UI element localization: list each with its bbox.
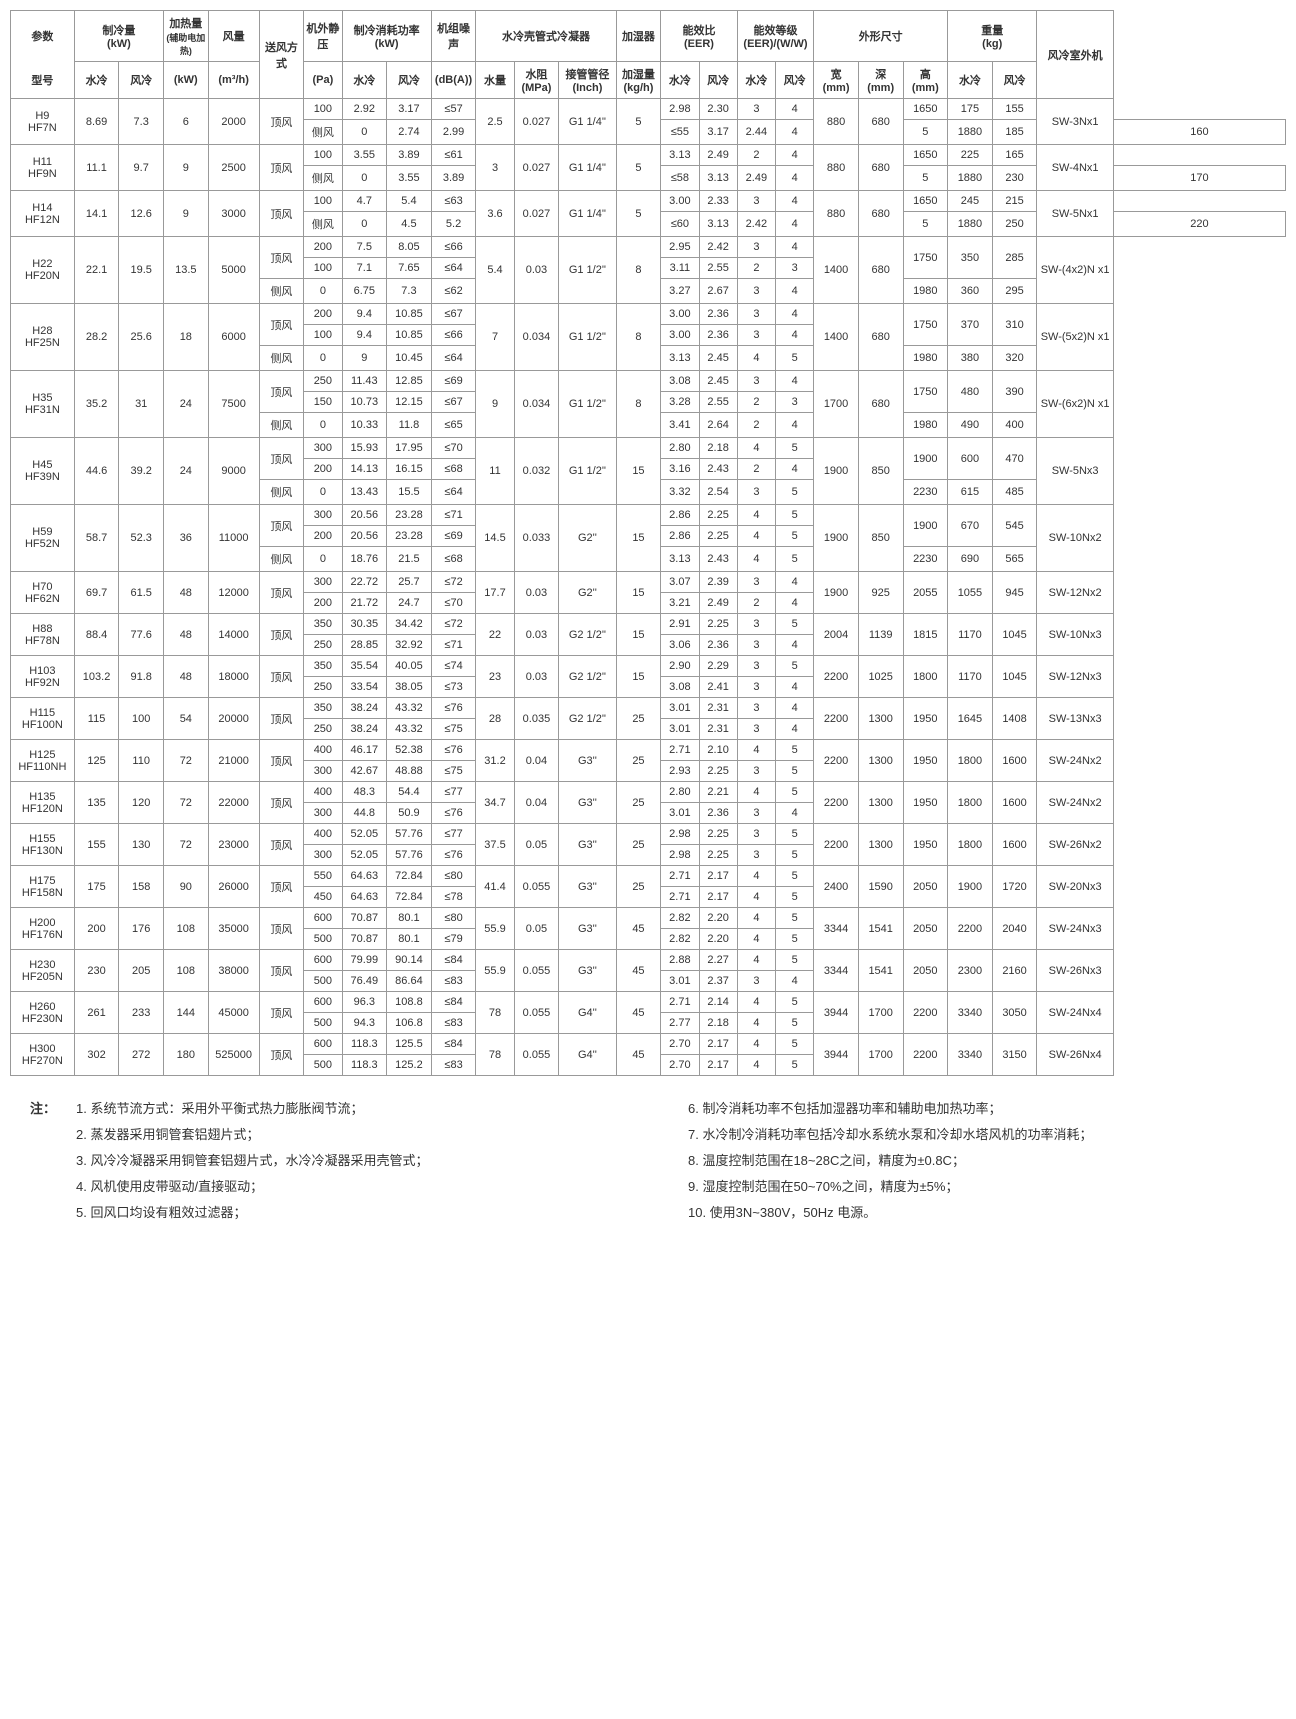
note-item: 7. 水冷制冷消耗功率包括冷却水系统水泵和冷却水塔风机的功率消耗；: [688, 1122, 1266, 1148]
table-row: H35HF31N35.231247500顶风25011.4312.85≤6990…: [11, 371, 1286, 392]
table-row: H22HF20N22.119.513.55000顶风2007.58.05≤665…: [11, 237, 1286, 258]
table-row: H103HF92N103.291.84818000顶风35035.5440.05…: [11, 656, 1286, 677]
notes-section: 注：1. 系统节流方式：采用外平衡式热力膨胀阀节流；注：2. 蒸发器采用铜管套铝…: [10, 1096, 1286, 1226]
spec-table: 参数 制冷量(kW) 加热量(辅助电加热) 风量 送风方式 机外静压 制冷消耗功…: [10, 10, 1286, 1076]
table-row: H88HF78N88.477.64814000顶风35030.3534.42≤7…: [11, 614, 1286, 635]
model-cell: H300HF270N: [11, 1034, 75, 1076]
model-cell: H155HF130N: [11, 824, 75, 866]
model-cell: H22HF20N: [11, 237, 75, 304]
note-item: 注：3. 风冷冷凝器采用铜管套铝翅片式，水冷冷凝器采用壳管式；: [30, 1148, 608, 1174]
table-row: H200HF176N20017610835000顶风60070.8780.1≤8…: [11, 908, 1286, 929]
model-cell: H35HF31N: [11, 371, 75, 438]
note-item: 注：5. 回风口均设有粗效过滤器；: [30, 1200, 608, 1226]
model-cell: H45HF39N: [11, 438, 75, 505]
table-row: H9HF7N8.697.362000顶风1002.923.17≤572.50.0…: [11, 99, 1286, 120]
model-cell: H9HF7N: [11, 99, 75, 145]
table-row: H300HF270N302272180525000顶风600118.3125.5…: [11, 1034, 1286, 1055]
table-row: H70HF62N69.761.54812000顶风30022.7225.7≤72…: [11, 572, 1286, 593]
table-row: H125HF110NH1251107221000顶风40046.1752.38≤…: [11, 740, 1286, 761]
model-cell: H260HF230N: [11, 992, 75, 1034]
model-cell: H230HF205N: [11, 950, 75, 992]
note-item: 8. 温度控制范围在18~28C之间，精度为±0.8C；: [688, 1148, 1266, 1174]
model-cell: H125HF110NH: [11, 740, 75, 782]
table-row: H115HF100N1151005420000顶风35038.2443.32≤7…: [11, 698, 1286, 719]
model-cell: H28HF25N: [11, 304, 75, 371]
model-cell: H59HF52N: [11, 505, 75, 572]
note-item: 9. 湿度控制范围在50~70%之间，精度为±5%；: [688, 1174, 1266, 1200]
note-item: 注：4. 风机使用皮带驱动/直接驱动；: [30, 1174, 608, 1200]
note-item: 注：1. 系统节流方式：采用外平衡式热力膨胀阀节流；: [30, 1096, 608, 1122]
model-cell: H88HF78N: [11, 614, 75, 656]
table-row: H175HF158N1751589026000顶风55064.6372.84≤8…: [11, 866, 1286, 887]
model-cell: H14HF12N: [11, 191, 75, 237]
table-row: H59HF52N58.752.33611000顶风30020.5623.28≤7…: [11, 505, 1286, 526]
model-cell: H11HF9N: [11, 145, 75, 191]
table-row: H260HF230N26123314445000顶风60096.3108.8≤8…: [11, 992, 1286, 1013]
model-cell: H135HF120N: [11, 782, 75, 824]
note-item: 6. 制冷消耗功率不包括加湿器功率和辅助电加热功率；: [688, 1096, 1266, 1122]
model-cell: H175HF158N: [11, 866, 75, 908]
model-cell: H115HF100N: [11, 698, 75, 740]
note-item: 注：2. 蒸发器采用铜管套铝翅片式；: [30, 1122, 608, 1148]
model-cell: H70HF62N: [11, 572, 75, 614]
table-row: H135HF120N1351207222000顶风40048.354.4≤773…: [11, 782, 1286, 803]
table-row: H155HF130N1551307223000顶风40052.0557.76≤7…: [11, 824, 1286, 845]
table-row: H45HF39N44.639.2249000顶风30015.9317.95≤70…: [11, 438, 1286, 459]
table-row: H14HF12N14.112.693000顶风1004.75.4≤633.60.…: [11, 191, 1286, 212]
model-cell: H200HF176N: [11, 908, 75, 950]
model-cell: H103HF92N: [11, 656, 75, 698]
table-row: H230HF205N23020510838000顶风60079.9990.14≤…: [11, 950, 1286, 971]
table-row: H11HF9N11.19.792500顶风1003.553.89≤6130.02…: [11, 145, 1286, 166]
table-row: H28HF25N28.225.6186000顶风2009.410.85≤6770…: [11, 304, 1286, 325]
note-item: 10. 使用3N~380V，50Hz 电源。: [688, 1200, 1266, 1226]
